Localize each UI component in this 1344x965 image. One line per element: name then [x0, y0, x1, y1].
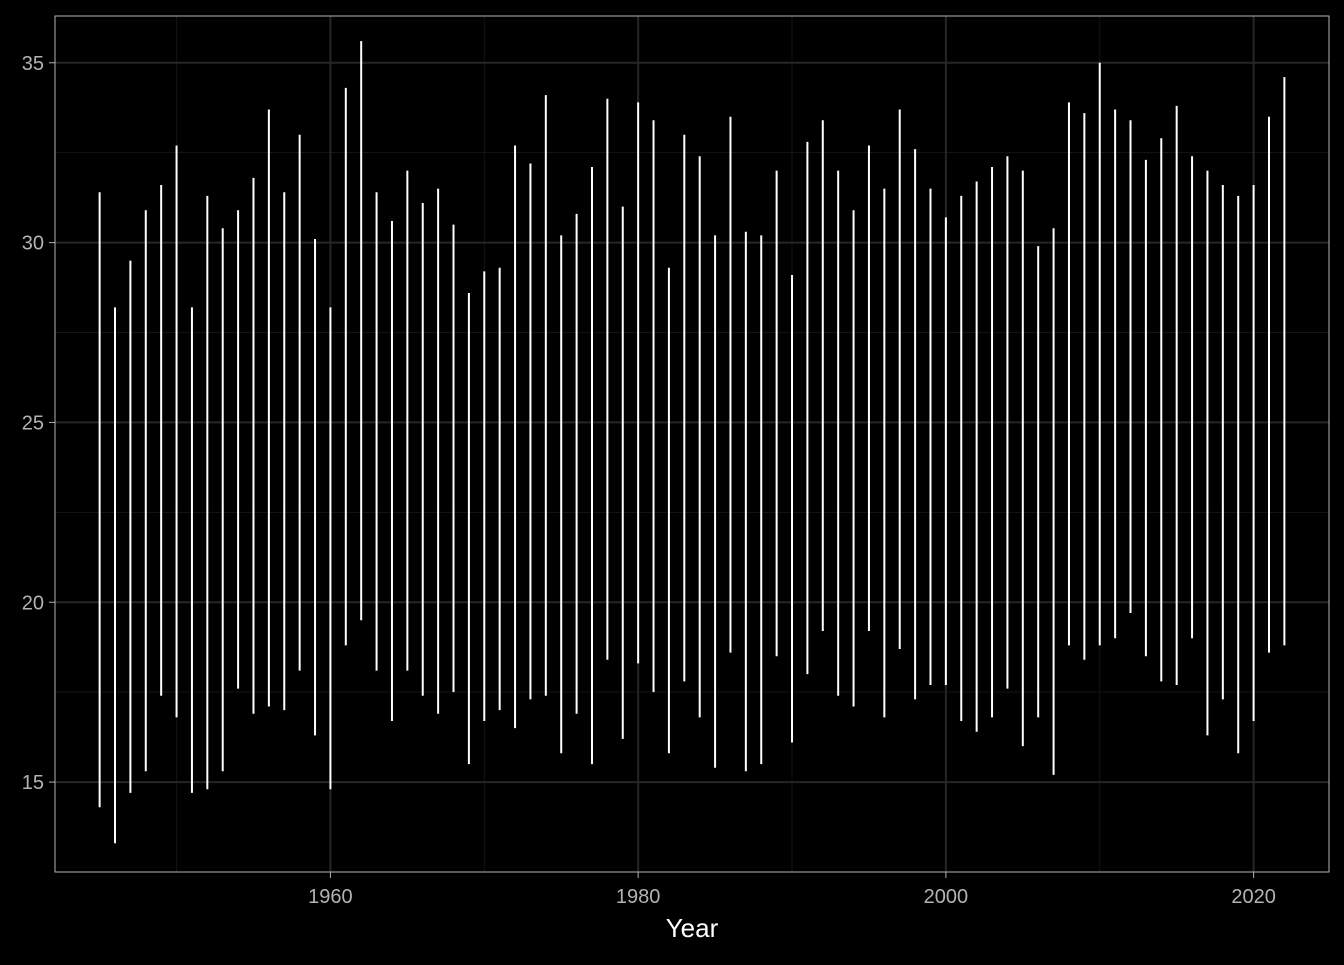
- y-tick-label: 15: [22, 772, 44, 794]
- x-axis-title: Year: [666, 913, 719, 943]
- x-axis-ticks: 1960 1980 2000 2020: [308, 872, 1276, 908]
- range-lines: [98, 41, 1286, 844]
- x-tick-label: 1980: [616, 886, 661, 908]
- x-tick-label: 2000: [924, 886, 969, 908]
- y-tick-label: 20: [22, 592, 44, 614]
- y-axis-ticks: 15 20 25 30 35: [22, 53, 55, 794]
- y-tick-label: 35: [22, 53, 44, 75]
- y-tick-label: 25: [22, 412, 44, 434]
- panel-border: [54, 15, 1330, 873]
- y-tick-label: 30: [22, 233, 44, 255]
- x-tick-label: 2020: [1231, 886, 1276, 908]
- x-tick-label: 1960: [308, 886, 353, 908]
